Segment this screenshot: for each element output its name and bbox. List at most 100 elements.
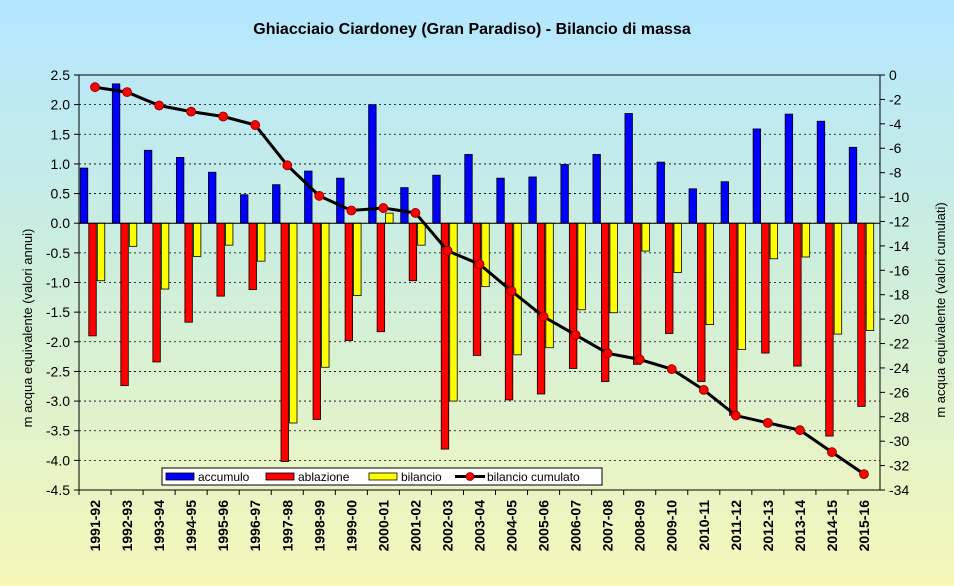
- category-label: 2015-16: [856, 500, 872, 552]
- point-bilancio-cumulato: [634, 354, 645, 365]
- bar-ablazione: [825, 222, 834, 437]
- bar-bilancio: [225, 222, 234, 246]
- bar-accumulo: [208, 171, 217, 224]
- legend-label: bilancio: [401, 470, 442, 484]
- left-tick-label: 0.5: [51, 186, 71, 202]
- point-bilancio-cumulato: [346, 205, 357, 216]
- bar-accumulo: [496, 177, 505, 224]
- bar-ablazione: [697, 222, 706, 382]
- right-tick-label: -20: [889, 311, 909, 327]
- bar-ablazione: [633, 222, 642, 365]
- point-bilancio-cumulato: [186, 106, 197, 117]
- category-label: 1997-98: [279, 500, 295, 552]
- point-bilancio-cumulato: [282, 160, 293, 171]
- right-axis-ticks: 0 -2 -4 -6 -8 -10 -12 -14 -16 -18 -20 -22 -24 -26 -28 -…: [880, 67, 909, 498]
- cumulative-line-group: [90, 82, 869, 480]
- right-tick-label: -22: [889, 336, 909, 352]
- bar-ablazione: [857, 222, 866, 407]
- bar-ablazione: [152, 222, 161, 363]
- category-labels: 1991-92 1992-93 1993-94 1994-95 1995-96 1996-…: [78, 490, 872, 552]
- right-tick-label: -30: [889, 433, 909, 449]
- bar-ablazione: [216, 222, 225, 297]
- right-tick-label: -28: [889, 409, 909, 425]
- bar-accumulo: [784, 113, 794, 224]
- bar-bilancio: [865, 222, 875, 331]
- legend-swatch-bilancio: [368, 472, 398, 481]
- point-bilancio-cumulato: [698, 385, 709, 395]
- category-label: 2006-07: [568, 500, 584, 552]
- bar-bilancio: [385, 212, 394, 224]
- bar-accumulo: [752, 128, 762, 224]
- bar-accumulo: [720, 181, 729, 224]
- point-bilancio-cumulato: [538, 311, 549, 322]
- legend-swatch-ablazione: [265, 472, 295, 481]
- bar-accumulo: [304, 170, 313, 224]
- left-tick-label: -1.5: [46, 304, 70, 320]
- bar-ablazione: [504, 222, 514, 401]
- bar-bilancio: [192, 222, 202, 257]
- left-tick-label: -4.5: [46, 482, 70, 498]
- point-bilancio-cumulato: [666, 364, 677, 375]
- bar-bilancio: [321, 222, 330, 368]
- bar-bilancio: [481, 222, 490, 288]
- point-bilancio-cumulato: [859, 469, 869, 480]
- chart-title: Ghiacciaio Ciardoney (Gran Paradiso) - B…: [253, 21, 691, 38]
- bar-bilancio: [160, 222, 170, 290]
- left-tick-label: -2.0: [46, 334, 70, 350]
- bar-ablazione: [761, 222, 770, 354]
- bar-accumulo: [432, 174, 441, 224]
- bar-bilancio: [705, 222, 714, 325]
- legend-label: bilancio cumulato: [487, 470, 580, 484]
- bar-accumulo: [368, 104, 377, 224]
- point-bilancio-cumulato: [122, 87, 132, 97]
- left-tick-label: 2.5: [51, 67, 71, 83]
- category-label: 2010-11: [696, 500, 712, 551]
- bar-bilancio: [833, 222, 843, 335]
- bar-ablazione: [184, 222, 193, 323]
- legend-swatch-accumulo: [165, 472, 195, 481]
- bars-group: [79, 83, 875, 462]
- category-label: 2000-01: [375, 500, 391, 552]
- left-tick-label: -2.5: [46, 363, 70, 379]
- point-bilancio-cumulato: [442, 245, 453, 256]
- bar-ablazione: [248, 222, 257, 291]
- left-tick-label: 1.5: [51, 126, 71, 142]
- left-tick-label: -4.0: [46, 452, 70, 468]
- category-label: 1993-94: [151, 500, 167, 552]
- category-label: 2009-10: [664, 500, 680, 552]
- bar-accumulo: [272, 184, 281, 224]
- point-bilancio-cumulato: [90, 82, 100, 93]
- bar-bilancio: [417, 222, 426, 246]
- bar-bilancio: [801, 222, 811, 258]
- bar-accumulo: [143, 149, 153, 224]
- category-label: 1996-97: [247, 500, 263, 552]
- bar-bilancio: [353, 222, 362, 296]
- point-bilancio-cumulato: [795, 425, 805, 436]
- left-tick-label: -0.5: [46, 245, 70, 261]
- left-tick-label: 1.0: [51, 156, 71, 172]
- bar-ablazione: [88, 222, 97, 337]
- bar-ablazione: [793, 222, 802, 367]
- right-tick-label: -24: [889, 360, 909, 376]
- right-tick-label: -14: [889, 238, 909, 254]
- bar-accumulo: [592, 154, 601, 224]
- point-bilancio-cumulato: [378, 203, 389, 213]
- bar-bilancio: [128, 222, 138, 247]
- right-tick-label: -8: [889, 165, 902, 181]
- bar-accumulo: [175, 157, 185, 224]
- bar-ablazione: [376, 222, 386, 333]
- y-axis-title-right: m acqua equivalente (valori cumulati): [933, 202, 948, 417]
- category-label: 2013-14: [792, 500, 808, 552]
- left-tick-label: 2.0: [51, 97, 71, 113]
- bar-accumulo: [528, 176, 537, 224]
- category-label: 2005-06: [536, 500, 552, 552]
- bar-bilancio: [769, 222, 779, 260]
- bar-accumulo: [464, 154, 473, 224]
- bar-bilancio: [545, 222, 554, 349]
- bar-ablazione: [120, 222, 129, 387]
- bar-bilancio: [737, 222, 746, 350]
- point-bilancio-cumulato: [570, 330, 581, 340]
- bar-bilancio: [609, 222, 618, 314]
- bar-accumulo: [688, 188, 697, 224]
- bar-accumulo: [656, 161, 665, 224]
